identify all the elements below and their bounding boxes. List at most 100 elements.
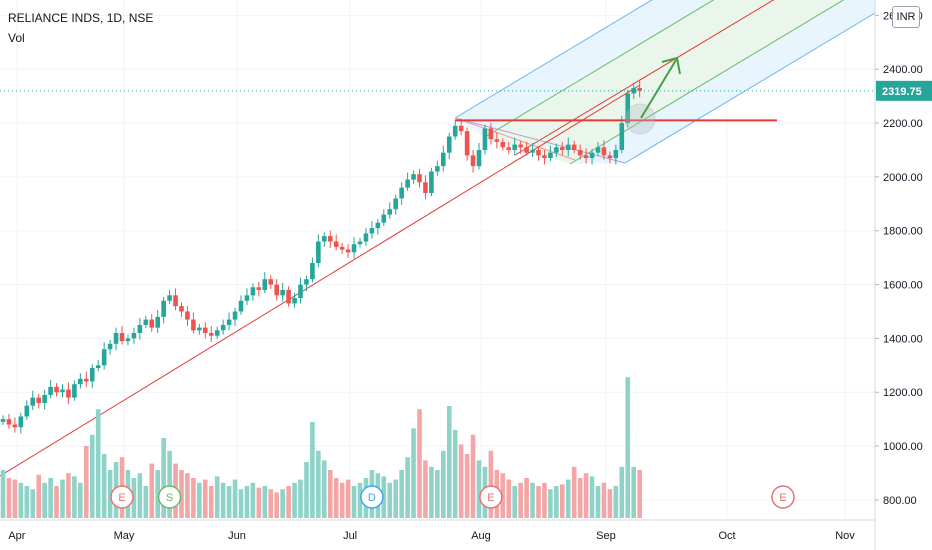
volume-bar (143, 486, 149, 518)
volume-bar (72, 476, 77, 518)
last-price-label[interactable]: 2319.75 (882, 86, 922, 98)
currency-badge[interactable]: INR (892, 6, 920, 28)
candle-body (375, 222, 381, 229)
candle-body (304, 279, 309, 285)
tick-label-x: Jul (343, 530, 357, 542)
candle-body (458, 125, 464, 132)
volume-bar (24, 486, 30, 518)
candle-body (191, 319, 196, 331)
volume-bar (6, 478, 12, 518)
pitchfork-lower-line[interactable] (624, 12, 876, 164)
volume-bar (250, 482, 256, 518)
annotation-overlays[interactable] (0, 56, 875, 135)
volume-indicator-label[interactable]: Vol (8, 31, 25, 45)
symbol-label[interactable]: RELIANCE INDS, 1D, NSE (8, 11, 154, 25)
event-marker-label[interactable]: S (166, 492, 173, 504)
event-marker-earnings[interactable] (771, 485, 795, 509)
pitchfork-median[interactable] (514, 0, 875, 156)
event-marker-earnings[interactable] (110, 485, 134, 509)
candle-body (0, 419, 6, 422)
pitchfork-upper-line[interactable] (454, 0, 875, 119)
tick-label-y: 1000.00 (883, 441, 923, 453)
volume-bar (292, 482, 297, 518)
candle-body (101, 349, 107, 366)
price-axis[interactable]: 800.00 1000.00 1200.00 1400.00 1600.00 1800.0… (874, 0, 932, 550)
event-marker-split[interactable] (157, 485, 182, 509)
candle-body (203, 327, 208, 334)
tick-label-y: 1600.00 (883, 280, 923, 292)
candle-body (333, 241, 339, 247)
pitchfork-handle (454, 117, 626, 164)
volume-bar (518, 482, 523, 518)
volume-bar (542, 482, 547, 518)
candle-body (518, 144, 523, 148)
volume-bar (280, 489, 285, 518)
candle-body (18, 416, 24, 428)
candle-body (345, 249, 351, 253)
candle-body (536, 149, 541, 156)
pitchfork-drawing[interactable] (0, 0, 876, 477)
event-marker-label[interactable]: E (487, 492, 494, 504)
volume-bar (345, 479, 351, 518)
event-marker-label[interactable]: E (118, 492, 125, 504)
breakout-highlight[interactable] (624, 103, 656, 135)
candle-body (161, 300, 166, 317)
candle-body (583, 155, 589, 159)
volume-bar (274, 492, 279, 518)
candle-body (167, 295, 172, 301)
volume-bar (185, 473, 190, 518)
volume-bar (524, 478, 529, 518)
tick-label-x: Jun (228, 530, 246, 542)
volume-bar (298, 479, 303, 518)
tick-label-y: 2200.00 (883, 118, 923, 130)
candle-body (512, 144, 517, 150)
candle-body (256, 287, 262, 290)
candle-body (143, 319, 149, 325)
candle-body (637, 88, 642, 91)
candle-body (220, 324, 226, 331)
volume-bar (476, 460, 482, 518)
candle-body (500, 141, 506, 148)
candle-body (316, 241, 321, 264)
volume-bar (589, 476, 595, 518)
volume-bar (48, 478, 53, 518)
candle-body (577, 149, 583, 156)
pitchfork-zone-middle (485, 0, 844, 164)
event-marker-label[interactable]: E (779, 492, 786, 504)
event-marker-dividend[interactable] (360, 485, 384, 509)
candle-body (429, 171, 434, 194)
volume-bar (214, 476, 220, 518)
candle-body (339, 246, 345, 250)
event-marker-label[interactable]: D (368, 492, 376, 504)
tick-label-y: 2400.00 (883, 64, 923, 76)
time-axis[interactable]: Apr May Jun Jul Aug Sep Oct Nov (0, 519, 875, 542)
candle-body (357, 241, 363, 245)
volume-bar (238, 489, 244, 518)
candle-body (595, 147, 601, 153)
candle-body (107, 343, 113, 350)
target-arrowhead[interactable] (661, 56, 681, 75)
last-price-badge[interactable] (876, 80, 932, 101)
candle-body (393, 198, 398, 210)
volume-bar (256, 487, 262, 518)
candle-body (95, 365, 101, 369)
candle-body (310, 263, 315, 280)
candle-body (72, 384, 77, 398)
event-marker-earnings[interactable] (479, 485, 503, 509)
volume-bar (381, 476, 387, 518)
target-arrow-shaft[interactable] (640, 59, 677, 119)
candle-body (560, 147, 565, 150)
candle-body (238, 300, 244, 312)
candle-body (470, 155, 476, 167)
volume-bar (530, 482, 535, 518)
candle-body (387, 209, 393, 215)
pitchfork-upper-inner[interactable] (484, 0, 875, 138)
volume-bar (577, 478, 583, 518)
candle-body (42, 394, 47, 404)
volume-bar (333, 478, 339, 518)
candle-body (36, 397, 41, 404)
volume-bar (36, 474, 41, 518)
volume-bar (423, 460, 428, 518)
